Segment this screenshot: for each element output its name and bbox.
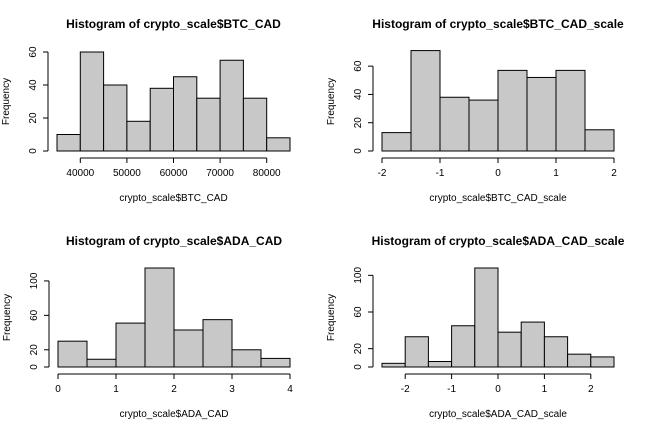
y-tick-label: 0	[28, 148, 39, 154]
x-tick-label: 4	[287, 384, 293, 395]
x-tick-label: 1	[553, 168, 559, 179]
x-tick-label: 3	[229, 384, 235, 395]
histogram-bar	[126, 120, 151, 152]
histogram-bar	[79, 51, 105, 152]
chart-title: Histogram of crypto_scale$BTC_CAD	[66, 17, 281, 31]
x-tick-label: 50000	[113, 168, 141, 179]
x-tick-label: 0	[495, 168, 501, 179]
y-tick-label: 60	[353, 60, 364, 72]
histogram-bar	[173, 76, 198, 152]
x-tick-label: -2	[401, 384, 410, 395]
x-tick-label: 0	[495, 384, 501, 395]
histogram-bar	[439, 96, 470, 152]
histogram-bar	[231, 349, 262, 368]
x-tick-label: -1	[436, 168, 445, 179]
histogram-bar	[497, 69, 528, 152]
y-tick-label: 60	[29, 309, 40, 321]
histogram-bar	[468, 99, 499, 152]
histogram-bar	[115, 322, 146, 368]
x-tick-label: 2	[588, 384, 594, 395]
histogram-bar	[567, 353, 592, 368]
chart-title: Histogram of crypto_scale$ADA_CAD_scale	[372, 234, 625, 248]
y-tick-label: 60	[353, 306, 364, 318]
y-tick-label: 100	[353, 267, 364, 284]
histogram-bar	[410, 50, 441, 152]
histogram-bar	[266, 137, 291, 152]
histogram-bar	[474, 267, 499, 368]
x-tick-label: -2	[378, 168, 387, 179]
histogram-bar	[584, 129, 615, 152]
x-axis-label: crypto_scale$ADA_CAD_scale	[429, 409, 567, 420]
histogram-bar	[86, 358, 117, 368]
histogram-bar	[381, 362, 406, 368]
y-axis-label: Frequency	[326, 294, 337, 341]
x-tick-label: 40000	[66, 168, 94, 179]
histogram-bar	[520, 321, 545, 368]
x-axis-label: crypto_scale$BTC_CAD_scale	[429, 193, 567, 204]
histogram-bar	[219, 59, 244, 152]
histogram-bar	[57, 340, 88, 368]
histogram-panel-1: 40000 50000 60000 70000 80000 0 20 40 60 Histogra…	[1, 17, 291, 204]
y-axis-label: Frequency	[326, 78, 337, 125]
histogram-bar	[526, 76, 557, 152]
y-tick-label: 0	[29, 364, 40, 370]
y-tick-label: 20	[353, 117, 364, 129]
y-tick-label: 40	[353, 88, 364, 100]
histogram-bar	[196, 97, 221, 152]
histogram-bar	[381, 132, 412, 152]
x-tick-label: 0	[55, 384, 61, 395]
histogram-panel-3: 0 1 2 3 4 0 20 60 100 Histogram of crypto_scale$A…	[2, 234, 293, 420]
histogram-bar	[103, 84, 128, 152]
y-axis-label: Frequency	[1, 78, 12, 125]
y-axis-label: Frequency	[2, 294, 13, 341]
x-tick-label: 70000	[206, 168, 234, 179]
histogram-bar	[543, 336, 569, 368]
histogram-bar	[260, 357, 291, 368]
histogram-bar	[555, 69, 586, 152]
y-tick-label: 20	[29, 344, 40, 356]
histogram-bar	[590, 356, 615, 368]
x-tick-label: -1	[447, 384, 456, 395]
x-tick-label: 2	[611, 168, 617, 179]
x-axis-label: crypto_scale$ADA_CAD	[120, 409, 229, 420]
histogram-bar	[56, 134, 81, 152]
histogram-bar	[404, 336, 429, 368]
x-axis-label: crypto_scale$BTC_CAD	[119, 193, 227, 204]
y-tick-label: 20	[353, 343, 364, 355]
y-tick-label: 20	[28, 112, 39, 124]
histogram-bar	[144, 267, 175, 368]
histogram-bar	[173, 329, 204, 368]
x-tick-label: 80000	[253, 168, 281, 179]
x-tick-label: 1	[542, 384, 548, 395]
x-tick-label: 60000	[160, 168, 188, 179]
x-tick-label: 2	[171, 384, 177, 395]
chart-title: Histogram of crypto_scale$BTC_CAD_scale	[372, 17, 624, 31]
y-tick-label: 100	[29, 272, 40, 289]
x-tick-label: 1	[113, 384, 119, 395]
chart-title: Histogram of crypto_scale$ADA_CAD	[66, 234, 282, 248]
y-tick-label: 0	[353, 364, 364, 370]
histogram-bar	[451, 325, 476, 368]
histogram-bar	[497, 331, 522, 368]
histogram-bar	[242, 97, 268, 152]
y-tick-label: 40	[28, 79, 39, 91]
histogram-bar	[149, 87, 174, 152]
y-tick-label: 0	[353, 148, 364, 154]
y-tick-label: 60	[28, 46, 39, 58]
histogram-bar	[202, 319, 233, 368]
histogram-bar	[427, 361, 453, 368]
